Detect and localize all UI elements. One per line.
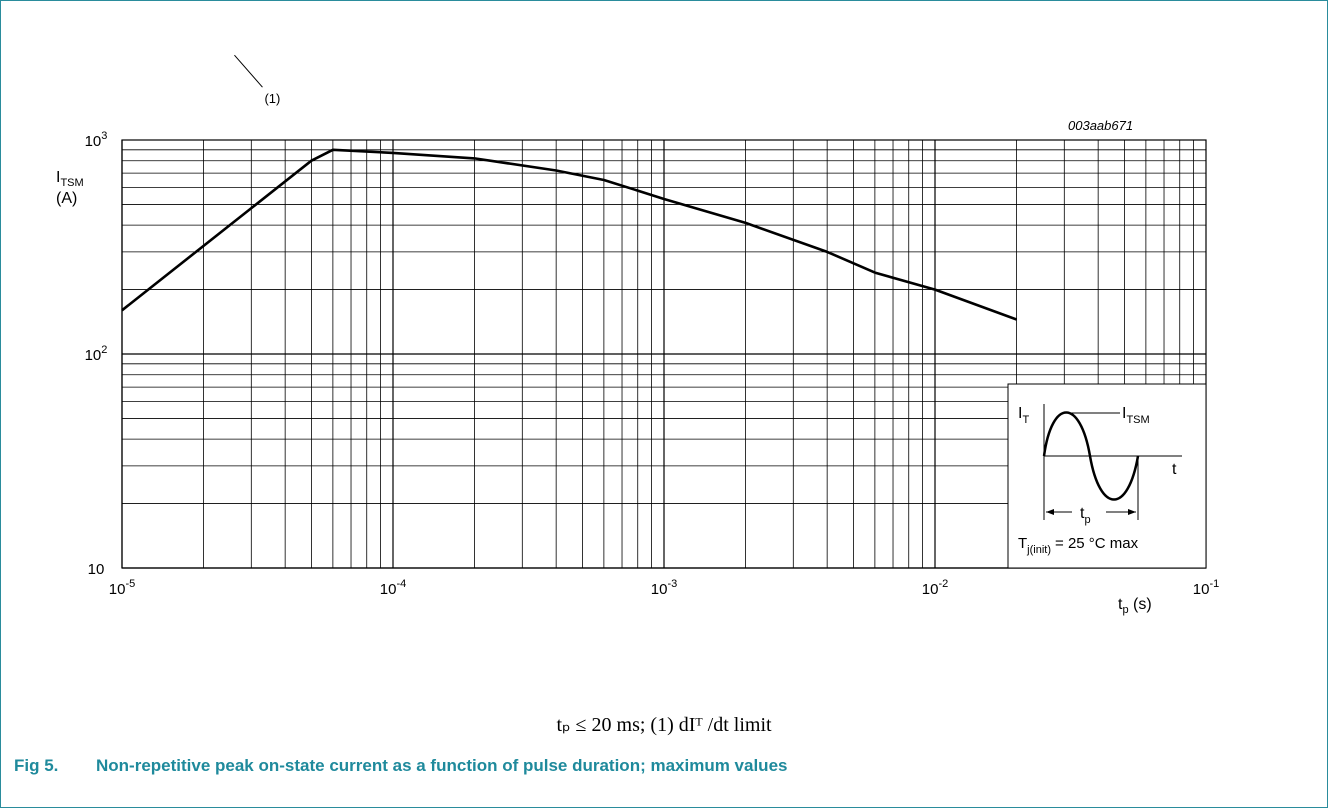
series-layer [121, 148, 1018, 321]
x-tick-label: 10-2 [922, 578, 948, 598]
y-axis-symbol-sub: TSM [60, 177, 84, 189]
y-axis-label: ITSM (A) [56, 168, 84, 209]
series-line [121, 148, 1018, 321]
inset-waveform: IT ITSM t tp Tj(init) = 25 °C max [1007, 383, 1207, 569]
grid [121, 139, 1207, 569]
condition-note: tₚ ≤ 20 ms; (1) dIᵀ /dt limit [556, 714, 772, 736]
x-tick-label: 10-1 [1193, 578, 1219, 598]
x-axis-symbol: t [1118, 596, 1123, 613]
y-tick-label: 10 [88, 561, 105, 578]
x-axis-symbol-sub: p [1122, 604, 1129, 616]
inset-temp-label: Tj(init) = 25 °C max [1018, 535, 1139, 556]
figure-caption: Fig 5. Non-repetitive peak on-state curre… [14, 756, 787, 776]
inset-box [1007, 383, 1207, 569]
y-tick-label: 102 [85, 344, 108, 364]
inset-t-label: t [1172, 461, 1177, 478]
figure-caption-text: Non-repetitive peak on-state current as … [96, 756, 788, 775]
x-axis-label: tp (s) [1118, 596, 1152, 616]
annotation-leader [234, 54, 263, 88]
inset-peak-label: ITSM [1122, 405, 1150, 426]
y-axis-unit: (A) [56, 190, 78, 207]
annotation-label: (1) [264, 91, 280, 106]
x-tick-label: 10-4 [380, 578, 406, 598]
inset-arrow-left-icon [1046, 509, 1054, 515]
plot-border [121, 139, 1207, 569]
inset-sine-wave [1042, 411, 1140, 501]
y-axis-symbol: I [56, 169, 61, 186]
inset-arrow-right-icon [1128, 509, 1136, 515]
figure-number: Fig 5. [14, 756, 59, 775]
tick-labels: 10-5 10-4 10-3 10-2 10-1 10 102 103 [85, 130, 1220, 598]
annotation-layer: (1) [234, 54, 280, 106]
x-tick-label: 10-3 [651, 578, 677, 598]
inset-y-label: IT [1018, 405, 1029, 426]
inset-duration-label: tp [1080, 505, 1091, 526]
x-axis-unit: (s) [1133, 596, 1152, 613]
y-tick-label: 103 [85, 130, 108, 150]
x-tick-label: 10-5 [109, 578, 135, 598]
figure-reference-code: 003aab671 [1068, 118, 1134, 133]
